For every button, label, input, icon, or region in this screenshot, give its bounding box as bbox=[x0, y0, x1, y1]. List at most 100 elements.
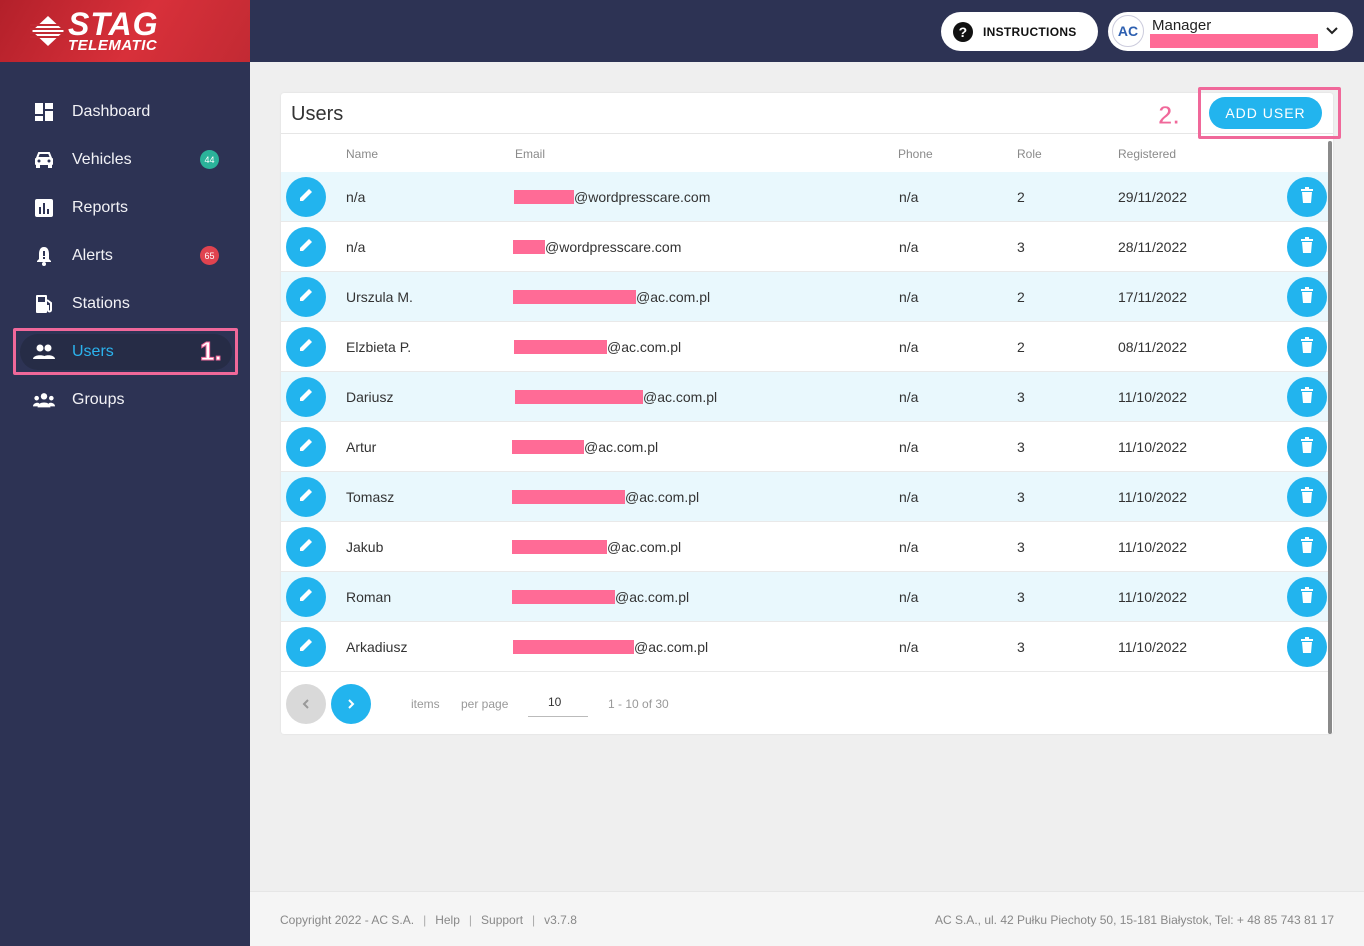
trash-icon bbox=[1299, 286, 1315, 309]
sidebar-item-dashboard[interactable]: Dashboard bbox=[0, 88, 250, 136]
pencil-icon bbox=[297, 636, 315, 659]
support-link[interactable]: Support bbox=[481, 913, 524, 927]
user-registered: 11/10/2022 bbox=[1118, 389, 1188, 405]
trash-icon bbox=[1299, 586, 1315, 609]
table-row[interactable]: Urszula M. @ac.com.pl n/a 2 17/11/2022 bbox=[281, 272, 1328, 322]
delete-user-button[interactable] bbox=[1287, 477, 1327, 517]
sidebar-item-alerts[interactable]: Alerts 65 bbox=[0, 232, 250, 280]
per-page-input[interactable] bbox=[528, 687, 588, 717]
trash-icon bbox=[1299, 536, 1315, 559]
column-header-phone[interactable]: Phone bbox=[898, 147, 933, 161]
user-email: @ac.com.pl bbox=[513, 639, 708, 655]
footer-separator: | bbox=[423, 913, 427, 927]
user-name: Artur bbox=[346, 439, 377, 455]
table-row[interactable]: Dariusz @ac.com.pl n/a 3 11/10/2022 bbox=[281, 372, 1328, 422]
previous-page-button[interactable] bbox=[286, 684, 326, 724]
table-row[interactable]: Tomasz @ac.com.pl n/a 3 11/10/2022 bbox=[281, 472, 1328, 522]
column-header-registered[interactable]: Registered bbox=[1118, 147, 1177, 161]
table-row[interactable]: n/a @wordpresscare.com n/a 3 28/11/2022 bbox=[281, 222, 1328, 272]
page-title: Users bbox=[291, 103, 344, 125]
edit-user-button[interactable] bbox=[286, 577, 326, 617]
delete-user-button[interactable] bbox=[1287, 427, 1327, 467]
edit-user-button[interactable] bbox=[286, 177, 326, 217]
table-row[interactable]: Artur @ac.com.pl n/a 3 11/10/2022 bbox=[281, 422, 1328, 472]
user-phone: n/a bbox=[899, 439, 919, 455]
sidebar-item-reports[interactable]: Reports bbox=[0, 184, 250, 232]
sidebar-item-label: Reports bbox=[72, 199, 129, 216]
trash-icon bbox=[1299, 186, 1315, 209]
user-phone: n/a bbox=[899, 389, 919, 405]
edit-user-button[interactable] bbox=[286, 377, 326, 417]
table-row[interactable]: Roman @ac.com.pl n/a 3 11/10/2022 bbox=[281, 572, 1328, 622]
sidebar-item-label: Dashboard bbox=[72, 103, 151, 120]
help-link[interactable]: Help bbox=[435, 913, 460, 927]
sidebar-item-users[interactable]: Users bbox=[0, 328, 250, 376]
pencil-icon bbox=[297, 186, 315, 209]
column-header-role[interactable]: Role bbox=[1017, 147, 1042, 161]
pencil-icon bbox=[297, 236, 315, 259]
user-phone: n/a bbox=[899, 339, 919, 355]
edit-user-button[interactable] bbox=[286, 277, 326, 317]
trash-icon bbox=[1299, 336, 1315, 359]
delete-user-button[interactable] bbox=[1287, 327, 1327, 367]
user-name: n/a bbox=[346, 239, 366, 255]
annotation-highlight-add-user bbox=[1198, 87, 1341, 139]
redacted-email-local bbox=[514, 190, 574, 204]
redacted-email-local bbox=[513, 240, 545, 254]
sidebar-item-label: Users bbox=[72, 343, 114, 360]
user-phone: n/a bbox=[899, 539, 919, 555]
delete-user-button[interactable] bbox=[1287, 627, 1327, 667]
table-row[interactable]: Arkadiusz @ac.com.pl n/a 3 11/10/2022 bbox=[281, 622, 1328, 672]
sidebar-item-label: Alerts bbox=[72, 247, 113, 264]
sidebar-item-label: Vehicles bbox=[72, 151, 132, 168]
user-email: @wordpresscare.com bbox=[513, 239, 681, 255]
user-phone: n/a bbox=[899, 239, 919, 255]
items-label: items bbox=[411, 697, 440, 711]
scrollbar[interactable] bbox=[1328, 141, 1332, 734]
sidebar-item-vehicles[interactable]: Vehicles 44 bbox=[0, 136, 250, 184]
edit-user-button[interactable] bbox=[286, 327, 326, 367]
instructions-button[interactable]: ? INSTRUCTIONS bbox=[941, 12, 1098, 51]
edit-user-button[interactable] bbox=[286, 227, 326, 267]
email-domain: @ac.com.pl bbox=[584, 439, 659, 455]
edit-user-button[interactable] bbox=[286, 427, 326, 467]
redacted-email-local bbox=[512, 590, 615, 604]
table-row[interactable]: n/a @wordpresscare.com n/a 2 29/11/2022 bbox=[281, 172, 1328, 222]
user-registered: 28/11/2022 bbox=[1118, 239, 1188, 255]
redacted-email-local bbox=[514, 340, 607, 354]
trash-icon bbox=[1299, 636, 1315, 659]
column-header-name[interactable]: Name bbox=[346, 147, 379, 161]
column-header-email[interactable]: Email bbox=[515, 147, 546, 161]
instructions-label: INSTRUCTIONS bbox=[983, 24, 1077, 39]
edit-user-button[interactable] bbox=[286, 527, 326, 567]
table-row[interactable]: Elzbieta P. @ac.com.pl n/a 2 08/11/2022 bbox=[281, 322, 1328, 372]
table-row[interactable]: Jakub @ac.com.pl n/a 3 11/10/2022 bbox=[281, 522, 1328, 572]
email-domain: @wordpresscare.com bbox=[574, 189, 711, 205]
delete-user-button[interactable] bbox=[1287, 577, 1327, 617]
user-phone: n/a bbox=[899, 489, 919, 505]
user-role: 3 bbox=[1017, 439, 1025, 455]
trash-icon bbox=[1299, 486, 1315, 509]
delete-user-button[interactable] bbox=[1287, 377, 1327, 417]
sidebar-item-stations[interactable]: Stations bbox=[0, 280, 250, 328]
chevron-left-icon bbox=[302, 699, 309, 709]
user-name: Arkadiusz bbox=[346, 639, 408, 655]
delete-user-button[interactable] bbox=[1287, 177, 1327, 217]
user-email: @ac.com.pl bbox=[514, 339, 681, 355]
delete-user-button[interactable] bbox=[1287, 227, 1327, 267]
redacted-email-local bbox=[512, 540, 607, 554]
user-account-dropdown[interactable]: AC Manager bbox=[1108, 12, 1353, 51]
email-domain: @ac.com.pl bbox=[607, 539, 682, 555]
email-domain: @ac.com.pl bbox=[607, 339, 682, 355]
add-user-button[interactable]: ADD USER bbox=[1209, 97, 1322, 129]
delete-user-button[interactable] bbox=[1287, 277, 1327, 317]
delete-user-button[interactable] bbox=[1287, 527, 1327, 567]
user-role: 2 bbox=[1017, 189, 1025, 205]
next-page-button[interactable] bbox=[331, 684, 371, 724]
user-role: 2 bbox=[1017, 289, 1025, 305]
edit-user-button[interactable] bbox=[286, 627, 326, 667]
sidebar-item-groups[interactable]: Groups bbox=[0, 376, 250, 424]
brand-logo[interactable]: STAG TELEMATIC bbox=[0, 0, 250, 62]
edit-user-button[interactable] bbox=[286, 477, 326, 517]
email-domain: @ac.com.pl bbox=[615, 589, 690, 605]
